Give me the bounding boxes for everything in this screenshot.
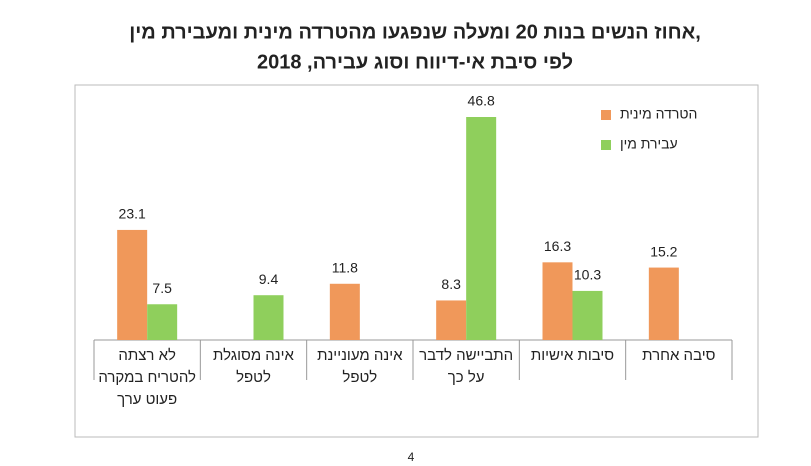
x-tick-label: התביישה לדבר <box>419 347 513 364</box>
x-tick-label: לא רצתה <box>118 347 176 364</box>
legend-swatch <box>601 110 611 120</box>
bar <box>117 229 148 340</box>
bar <box>572 290 603 340</box>
x-tick-label: לטפל <box>342 369 377 386</box>
value-label: 8.3 <box>441 276 461 292</box>
bar <box>253 295 284 340</box>
page-number: 4 <box>408 450 415 464</box>
x-tick-label: אינה מסוגלת <box>213 347 294 364</box>
bar <box>329 283 360 340</box>
value-label: 15.2 <box>650 243 677 259</box>
value-label: 46.8 <box>468 93 495 109</box>
chart-frame <box>74 84 759 438</box>
value-label: 7.5 <box>152 280 172 296</box>
value-label: 11.8 <box>332 259 358 275</box>
value-label: 10.3 <box>574 267 601 283</box>
legend-swatch <box>601 140 611 150</box>
value-label: 23.1 <box>119 206 146 222</box>
x-tick-label: על כך <box>448 369 485 386</box>
x-tick-label: אינה מעוניינת <box>317 347 403 364</box>
chart-title: לפי סיבת אי-דיווח וסוג עבירה, 2018 <box>257 51 573 73</box>
value-label: 16.3 <box>544 238 571 254</box>
bar <box>147 304 178 340</box>
x-tick-label: להטריח במקרה <box>98 369 196 386</box>
x-tick-label: סיבה אחרת <box>642 347 715 364</box>
x-tick-label: לטפל <box>236 369 271 386</box>
x-tick-label: סיבות אישיות <box>531 347 614 364</box>
bar <box>466 117 497 340</box>
legend-label: עבירת מין <box>620 136 678 152</box>
chart-title: אחוז הנשים בנות 20 ומעלה שנפגעו מהטרדה מ… <box>129 21 701 43</box>
bar <box>542 262 573 340</box>
legend-label: הטרדה מינית <box>620 106 697 122</box>
bar <box>648 267 679 340</box>
x-tick-label: פעוט ערך <box>117 391 177 408</box>
value-label: 9.4 <box>259 271 279 287</box>
bar <box>436 300 467 340</box>
